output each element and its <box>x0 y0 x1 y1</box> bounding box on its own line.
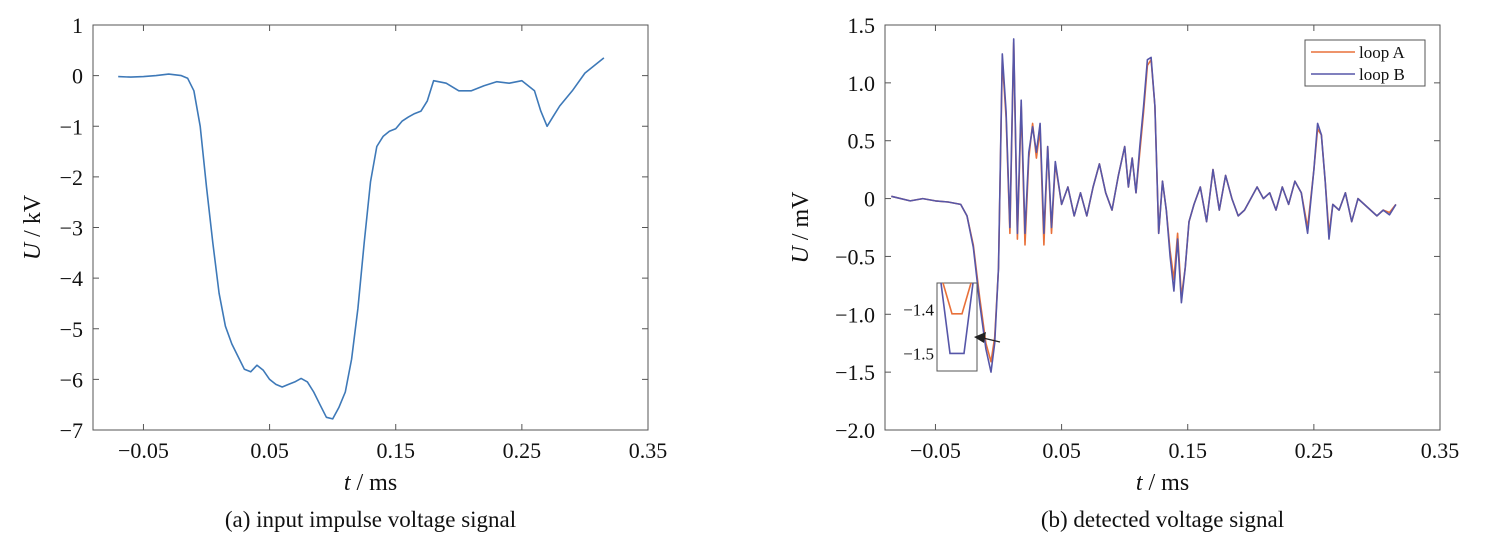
chart-a-caption: (a) input impulse voltage signal <box>225 507 516 532</box>
chart-b-zoom-inset: −1.4 −1.5 <box>903 282 1001 372</box>
legend-label-loop-b: loop B <box>1359 65 1405 84</box>
inset-loop-a-trough <box>942 282 972 315</box>
x-tick-label: 0.15 <box>1168 438 1207 463</box>
chart-a-plot-area <box>92 24 649 431</box>
chart-b-plot-area <box>884 24 1441 431</box>
x-tick-label: 0.35 <box>1421 438 1460 463</box>
chart-a-y-var: U <box>20 241 46 260</box>
chart-a-x-unit: / ms <box>350 470 397 496</box>
y-tick-label: −7 <box>60 418 83 443</box>
chart-b-series-group <box>891 38 1397 373</box>
chart-a: −0.05 0.05 0.15 0.25 0.35 1 0 −1 −2 −3 −4 −5 −6 −7 t… <box>20 13 667 532</box>
chart-b-y-axis-label: U / mV <box>788 191 814 264</box>
chart-b-y-unit: / mV <box>788 191 814 246</box>
chart-b-caption: (b) detected voltage signal <box>1041 507 1284 532</box>
inset-arrowhead <box>974 332 986 343</box>
chart-a-series-group <box>118 57 605 420</box>
chart-b-y-axis: 1.5 1.0 0.5 0 −0.5 −1.0 −1.5 −2.0 <box>835 13 1440 443</box>
y-tick-label: −2 <box>60 165 83 190</box>
chart-b-x-axis: −0.05 0.05 0.15 0.25 0.35 <box>910 25 1459 463</box>
inset-arrow <box>982 337 1001 343</box>
x-tick-label: 0.05 <box>1042 438 1081 463</box>
y-tick-label: −2.0 <box>835 418 875 443</box>
chart-a-x-var: t <box>344 470 352 496</box>
inset-tick-label: −1.4 <box>903 300 934 319</box>
chart-b-x-unit: / ms <box>1142 470 1189 496</box>
y-tick-label: −6 <box>60 367 83 392</box>
legend-label-loop-a: loop A <box>1359 43 1406 62</box>
chart-b: −0.05 0.05 0.15 0.25 0.35 1.5 1.0 0.5 0 −0.5 −1.0… <box>788 13 1459 532</box>
y-tick-label: 0 <box>864 187 875 212</box>
chart-a-y-unit: / kV <box>20 194 46 243</box>
y-tick-label: −1.5 <box>835 360 875 385</box>
y-tick-label: −1.0 <box>835 302 875 327</box>
chart-b-legend: loop A loop B <box>1304 39 1426 87</box>
y-tick-label: 0 <box>72 64 83 89</box>
x-tick-label: 0.35 <box>629 438 668 463</box>
legend-box <box>1304 39 1426 87</box>
y-tick-label: −4 <box>60 266 83 291</box>
chart-a-x-axis: −0.05 0.05 0.15 0.25 0.35 <box>118 25 667 463</box>
y-tick-label: −1 <box>60 114 83 139</box>
series-loop-b <box>891 38 1397 373</box>
x-tick-label: −0.05 <box>118 438 169 463</box>
x-tick-label: −0.05 <box>910 438 961 463</box>
series-line <box>118 57 605 420</box>
y-tick-label: 1.5 <box>848 13 876 38</box>
y-tick-label: −3 <box>60 216 83 241</box>
x-tick-label: 0.15 <box>376 438 415 463</box>
y-tick-label: −0.5 <box>835 244 875 269</box>
x-tick-label: 0.25 <box>1295 438 1334 463</box>
x-tick-label: 0.25 <box>503 438 542 463</box>
inset-tick-label: −1.5 <box>903 344 934 363</box>
chart-b-x-axis-label: t / ms <box>1136 470 1189 496</box>
chart-a-y-axis-label: U / kV <box>20 194 46 260</box>
chart-b-x-var: t <box>1136 470 1144 496</box>
y-tick-label: 1.0 <box>848 71 876 96</box>
y-tick-label: −5 <box>60 317 83 342</box>
y-tick-label: 1 <box>72 13 83 38</box>
chart-a-y-axis: 1 0 −1 −2 −3 −4 −5 −6 −7 <box>60 13 648 443</box>
y-tick-label: 0.5 <box>848 129 876 154</box>
chart-a-x-axis-label: t / ms <box>344 470 397 496</box>
chart-b-y-var: U <box>788 245 814 264</box>
inset-loop-b-trough <box>940 282 974 355</box>
x-tick-label: 0.05 <box>250 438 289 463</box>
